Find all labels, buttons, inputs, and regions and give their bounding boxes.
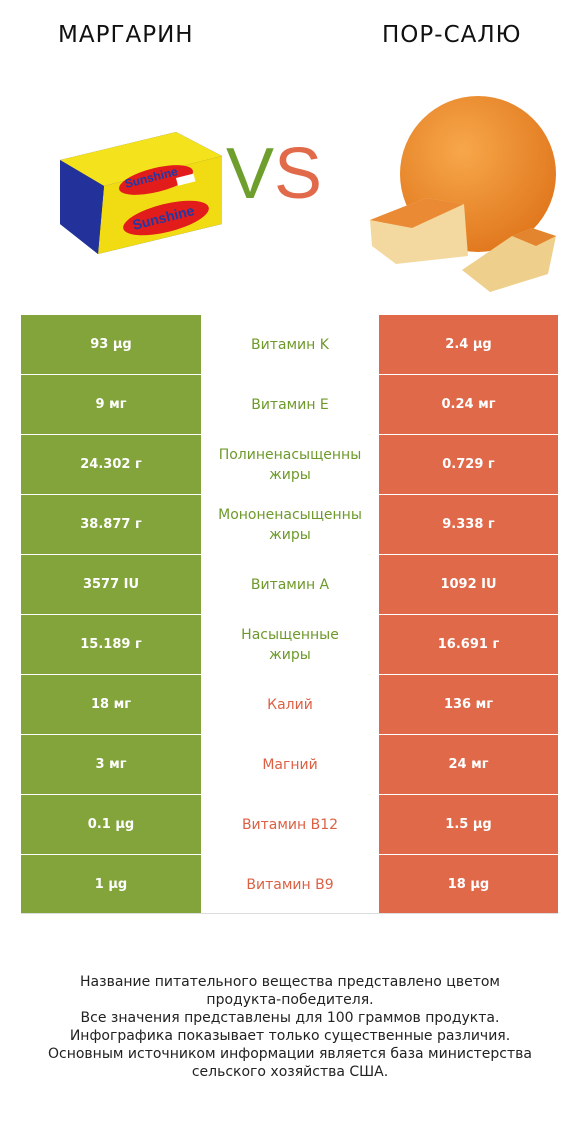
footer-line: Название питательного вещества представл… [80, 974, 500, 990]
right-value: 1092 IU [379, 555, 558, 614]
right-value: 24 мг [379, 735, 558, 794]
right-value: 0.24 мг [379, 375, 558, 434]
left-value: 3577 IU [21, 555, 201, 614]
nutrient-name: Витамин B9 [201, 855, 379, 914]
right-value: 136 мг [379, 675, 558, 734]
table-divider [21, 913, 558, 914]
left-value: 9 мг [21, 375, 201, 434]
nutrient-name: Витамин K [201, 315, 379, 374]
footer-notes: Название питательного вещества представл… [20, 973, 560, 1081]
table-row: 3 мг Магний 24 мг [21, 735, 558, 794]
versus-label: VS [226, 134, 323, 214]
table-row: 3577 IU Витамин A 1092 IU [21, 555, 558, 614]
left-value: 24.302 г [21, 435, 201, 494]
footer-line: Инфографика показывает только существенн… [69, 1028, 511, 1044]
right-value: 0.729 г [379, 435, 558, 494]
right-value: 1.5 µg [379, 795, 558, 854]
nutrient-name: Полиненасыщенны жиры [201, 435, 379, 494]
nutrient-name: Насыщенные жиры [201, 615, 379, 674]
table-row: 1 µg Витамин B9 18 µg [21, 855, 558, 914]
left-value: 0.1 µg [21, 795, 201, 854]
table-row: 18 мг Калий 136 мг [21, 675, 558, 734]
table-row: 93 µg Витамин K 2.4 µg [21, 315, 558, 374]
margarine-image: Sunshine Sunshine [60, 132, 222, 254]
footer-line: сельского хозяйства США. [191, 1064, 389, 1080]
right-product-title: ПОР-САЛЮ [382, 22, 522, 48]
footer-line: Основным источником информации является … [48, 1046, 532, 1062]
nutrient-name: Витамин E [201, 375, 379, 434]
cheese-image [370, 96, 556, 292]
left-product-title: МАРГАРИН [58, 22, 194, 48]
footer-line: продукта-победителя. [206, 992, 374, 1008]
left-value: 18 мг [21, 675, 201, 734]
table-row: 9 мг Витамин E 0.24 мг [21, 375, 558, 434]
nutrient-name: Мононенасыщенны жиры [201, 495, 379, 554]
nutrient-name: Магний [201, 735, 379, 794]
left-value: 1 µg [21, 855, 201, 914]
table-row: 38.877 г Мононенасыщенны жиры 9.338 г [21, 495, 558, 554]
nutrient-name: Витамин A [201, 555, 379, 614]
table-row: 0.1 µg Витамин B12 1.5 µg [21, 795, 558, 854]
comparison-table: 93 µg Витамин K 2.4 µg 9 мг Витамин E 0.… [21, 315, 558, 915]
table-row: 15.189 г Насыщенные жиры 16.691 г [21, 615, 558, 674]
footer-line: Все значения представлены для 100 граммо… [80, 1010, 500, 1026]
left-value: 93 µg [21, 315, 201, 374]
left-value: 38.877 г [21, 495, 201, 554]
left-value: 15.189 г [21, 615, 201, 674]
left-value: 3 мг [21, 735, 201, 794]
table-row: 24.302 г Полиненасыщенны жиры 0.729 г [21, 435, 558, 494]
right-value: 2.4 µg [379, 315, 558, 374]
nutrient-name: Калий [201, 675, 379, 734]
right-value: 9.338 г [379, 495, 558, 554]
right-value: 16.691 г [379, 615, 558, 674]
right-value: 18 µg [379, 855, 558, 914]
nutrient-name: Витамин B12 [201, 795, 379, 854]
